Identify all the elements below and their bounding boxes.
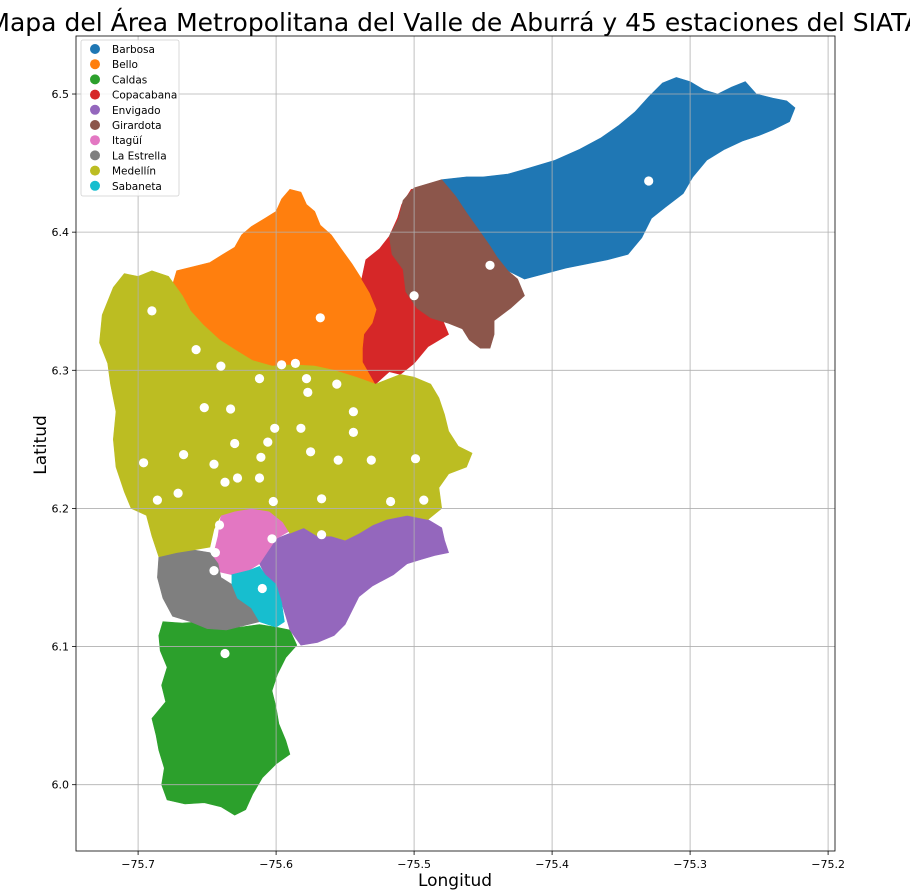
x-tick-label: −75.6 [259, 858, 293, 871]
legend-marker-medellin [90, 165, 100, 176]
station-marker [317, 530, 327, 540]
station-marker [644, 176, 654, 186]
station-marker [209, 459, 219, 469]
region-sabaneta [231, 566, 285, 628]
y-axis-ticks: 6.0 6.1 6.2 6.3 6.4 6.5 [52, 88, 76, 792]
station-marker [147, 306, 157, 316]
y-tick-label: 6.2 [52, 502, 70, 515]
station-marker [256, 452, 266, 462]
legend-marker-girardota [90, 120, 100, 130]
x-axis-label: Longitud [418, 871, 492, 891]
station-marker [317, 494, 327, 504]
legend-label-medellin: Medellín [112, 166, 156, 178]
station-marker [333, 455, 343, 465]
station-marker [173, 488, 183, 498]
legend-marker-barbosa [90, 44, 100, 54]
station-marker [220, 477, 230, 487]
station-marker [263, 437, 273, 447]
station-marker [409, 291, 419, 301]
station-marker [257, 583, 267, 594]
station-marker [220, 648, 230, 659]
legend-label-itagui: Itagüí [112, 135, 143, 147]
region-girardota [388, 179, 525, 349]
legend-label-envigado: Envigado [112, 105, 161, 117]
station-marker [332, 379, 342, 389]
y-tick-label: 6.4 [52, 226, 70, 239]
station-marker [230, 438, 240, 449]
x-tick-label: −75.4 [535, 858, 569, 871]
station-marker [296, 423, 306, 433]
station-marker [270, 423, 280, 433]
y-tick-label: 6.0 [52, 779, 70, 792]
station-marker [226, 404, 236, 414]
legend-label-girardota: Girardota [112, 120, 162, 132]
station-markers [139, 176, 654, 659]
legend-label-bello: Bello [112, 59, 138, 71]
y-tick-label: 6.3 [52, 364, 70, 377]
x-tick-label: −75.2 [811, 858, 845, 871]
x-tick-label: −75.3 [673, 858, 707, 871]
station-marker [210, 548, 220, 558]
station-marker [410, 454, 421, 464]
station-marker [419, 495, 429, 505]
station-marker [232, 473, 243, 483]
legend-marker-caldas [90, 74, 100, 85]
legend-marker-itagui [90, 135, 100, 146]
legend-marker-copacabana [90, 89, 100, 100]
legend-label-caldas: Caldas [112, 74, 147, 86]
y-axis-label: Latitud [31, 415, 51, 475]
station-marker [179, 450, 189, 460]
station-marker [366, 455, 376, 465]
legend-marker-sabaneta [90, 180, 100, 191]
legend: Barbosa Bello Caldas Copacabana Envigado Gira… [80, 39, 180, 197]
y-tick-label: 6.5 [52, 88, 70, 101]
legend-marker-bello [90, 59, 100, 70]
station-marker [290, 358, 300, 368]
station-marker [199, 403, 209, 413]
legend-label-barbosa: Barbosa [112, 44, 155, 56]
plot-frame [75, 35, 836, 852]
station-marker [485, 260, 495, 270]
region-barbosa [425, 77, 796, 280]
municipality-regions [99, 77, 796, 816]
legend-label-sabaneta: Sabaneta [112, 181, 162, 193]
station-marker [348, 427, 358, 437]
station-marker [267, 534, 277, 544]
station-marker [216, 361, 226, 371]
station-marker [209, 566, 219, 576]
station-marker [386, 496, 396, 507]
station-marker [303, 387, 313, 397]
legend-label-la-estrella: La Estrella [112, 150, 167, 162]
x-tick-label: −75.7 [121, 858, 155, 871]
station-marker [254, 374, 265, 384]
station-marker [139, 458, 149, 468]
legend-label-copacabana: Copacabana [112, 90, 177, 102]
station-marker [277, 360, 287, 370]
station-marker [268, 496, 278, 507]
region-caldas [151, 621, 298, 816]
station-marker [191, 345, 201, 355]
legend-marker-la-estrella [90, 150, 100, 161]
legend-marker-envigado [90, 104, 100, 115]
y-tick-label: 6.1 [52, 641, 70, 654]
station-marker [306, 447, 316, 457]
x-axis-ticks: −75.7 −75.6 −75.5 −75.4 −75.3 −75.2 [121, 851, 845, 871]
legend-box [80, 39, 180, 197]
station-marker [315, 313, 325, 323]
station-marker [254, 473, 265, 483]
station-marker [301, 374, 312, 384]
station-marker [348, 407, 358, 417]
station-marker [152, 495, 162, 505]
station-marker [214, 520, 225, 530]
x-tick-label: −75.5 [397, 858, 431, 871]
map-title: Mapa del Área Metropolitana del Valle de… [0, 8, 910, 37]
